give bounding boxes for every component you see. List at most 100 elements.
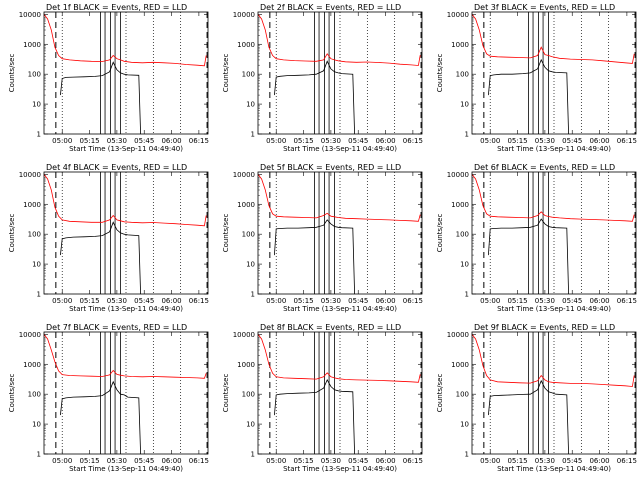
y-tick-label: 10000 — [447, 11, 469, 19]
detector-panel: Det 6f BLACK = Events, RED = LLD 1 10 100 10… — [436, 163, 637, 313]
detector-panel: Det 7f BLACK = Events, RED = LLD 1 10 100 10… — [8, 323, 209, 473]
x-tick-label: 06:15 — [403, 137, 423, 145]
y-tick-label: 100 — [242, 391, 255, 399]
x-tick-label: 05:00 — [266, 297, 286, 305]
lld-series-line — [471, 14, 635, 64]
y-tick-label: 1000 — [237, 41, 255, 49]
y-tick-label: 100 — [28, 391, 41, 399]
panel-title: Det 5f BLACK = Events, RED = LLD — [260, 163, 401, 172]
x-tick-label: 05:30 — [535, 297, 555, 305]
plot-frame — [471, 171, 637, 295]
x-tick-label: 06:00 — [161, 297, 181, 305]
lld-series-line — [43, 14, 207, 67]
y-tick-label: 100 — [456, 71, 469, 79]
y-tick-label: 1000 — [23, 201, 41, 209]
y-tick-label: 1 — [465, 291, 469, 299]
x-axis-label: Start Time (13-Sep-11 04:49:40) — [69, 145, 183, 153]
y-tick-label: 100 — [456, 231, 469, 239]
x-tick-label: 05:15 — [293, 457, 313, 465]
y-axis-label: Counts/sec — [436, 54, 444, 93]
x-tick-label: 06:15 — [189, 137, 209, 145]
y-tick-label: 1000 — [451, 361, 469, 369]
y-tick-label: 10 — [246, 101, 255, 109]
plot-frame — [43, 331, 209, 455]
panel-title: Det 4f BLACK = Events, RED = LLD — [46, 163, 187, 172]
x-axis-label: Start Time (13-Sep-11 04:49:40) — [283, 465, 397, 473]
y-axis-label: Counts/sec — [436, 214, 444, 253]
x-tick-label: 05:15 — [79, 457, 99, 465]
x-tick-label: 05:15 — [293, 137, 313, 145]
y-axis-label: Counts/sec — [8, 374, 16, 413]
y-tick-label: 10 — [460, 261, 469, 269]
x-tick-label: 05:15 — [507, 457, 527, 465]
y-tick-label: 10 — [460, 101, 469, 109]
x-tick-label: 06:00 — [375, 457, 395, 465]
y-tick-label: 10 — [460, 421, 469, 429]
x-axis-label: Start Time (13-Sep-11 04:49:40) — [69, 305, 183, 313]
x-tick-label: 05:45 — [562, 297, 582, 305]
x-axis-label: Start Time (13-Sep-11 04:49:40) — [69, 465, 183, 473]
y-tick-label: 1 — [37, 451, 41, 459]
y-tick-label: 1 — [37, 291, 41, 299]
y-tick-label: 10000 — [447, 171, 469, 179]
y-tick-label: 1000 — [451, 41, 469, 49]
y-tick-label: 10000 — [233, 11, 255, 19]
y-axis-label: Counts/sec — [8, 54, 16, 93]
lld-series-line — [43, 334, 207, 379]
x-tick-label: 05:00 — [52, 137, 72, 145]
y-tick-label: 100 — [242, 71, 255, 79]
x-tick-label: 05:00 — [52, 457, 72, 465]
panel-title: Det 9f BLACK = Events, RED = LLD — [474, 323, 615, 332]
y-axis-label: Counts/sec — [8, 214, 16, 253]
y-tick-label: 100 — [28, 71, 41, 79]
detector-panel: Det 8f BLACK = Events, RED = LLD 1 10 100 10… — [222, 323, 423, 473]
x-tick-label: 05:45 — [348, 297, 368, 305]
y-tick-label: 10000 — [19, 331, 41, 339]
x-tick-label: 05:00 — [480, 457, 500, 465]
events-series-line — [60, 61, 141, 135]
x-tick-label: 05:15 — [293, 297, 313, 305]
x-tick-label: 06:00 — [375, 297, 395, 305]
events-series-line — [274, 60, 355, 135]
x-tick-label: 06:15 — [617, 137, 637, 145]
y-tick-label: 10000 — [447, 331, 469, 339]
x-axis-label: Start Time (13-Sep-11 04:49:40) — [283, 305, 397, 313]
x-axis-label: Start Time (13-Sep-11 04:49:40) — [497, 465, 611, 473]
plot-frame — [43, 171, 209, 295]
detector-panel: Det 5f BLACK = Events, RED = LLD 1 10 100 10… — [222, 163, 423, 313]
x-tick-label: 06:00 — [161, 137, 181, 145]
x-tick-label: 05:00 — [266, 457, 286, 465]
y-tick-label: 1000 — [23, 41, 41, 49]
plot-frame — [43, 11, 209, 135]
x-tick-label: 05:30 — [321, 297, 341, 305]
x-tick-label: 06:15 — [617, 297, 637, 305]
y-tick-label: 10000 — [19, 11, 41, 19]
x-tick-label: 05:00 — [480, 297, 500, 305]
x-tick-label: 06:15 — [189, 457, 209, 465]
x-tick-label: 05:30 — [321, 137, 341, 145]
x-tick-label: 06:15 — [403, 457, 423, 465]
x-tick-label: 06:00 — [375, 137, 395, 145]
y-tick-label: 10 — [32, 261, 41, 269]
x-tick-label: 05:15 — [507, 297, 527, 305]
x-tick-label: 05:15 — [507, 137, 527, 145]
y-tick-label: 1 — [251, 291, 255, 299]
x-tick-label: 05:15 — [79, 297, 99, 305]
lld-series-line — [471, 334, 635, 387]
lld-series-line — [471, 174, 635, 222]
plot-frame — [257, 331, 423, 455]
x-tick-label: 05:30 — [535, 457, 555, 465]
x-tick-label: 06:00 — [589, 457, 609, 465]
lld-series-line — [257, 334, 421, 383]
y-tick-label: 1 — [37, 131, 41, 139]
x-tick-label: 05:45 — [348, 457, 368, 465]
panel-title: Det 7f BLACK = Events, RED = LLD — [46, 323, 187, 332]
events-series-line — [60, 380, 141, 455]
x-tick-label: 05:00 — [266, 137, 286, 145]
x-tick-label: 06:15 — [403, 297, 423, 305]
y-tick-label: 100 — [242, 231, 255, 239]
x-tick-label: 05:30 — [535, 137, 555, 145]
events-series-line — [488, 218, 569, 295]
y-tick-label: 10 — [32, 421, 41, 429]
